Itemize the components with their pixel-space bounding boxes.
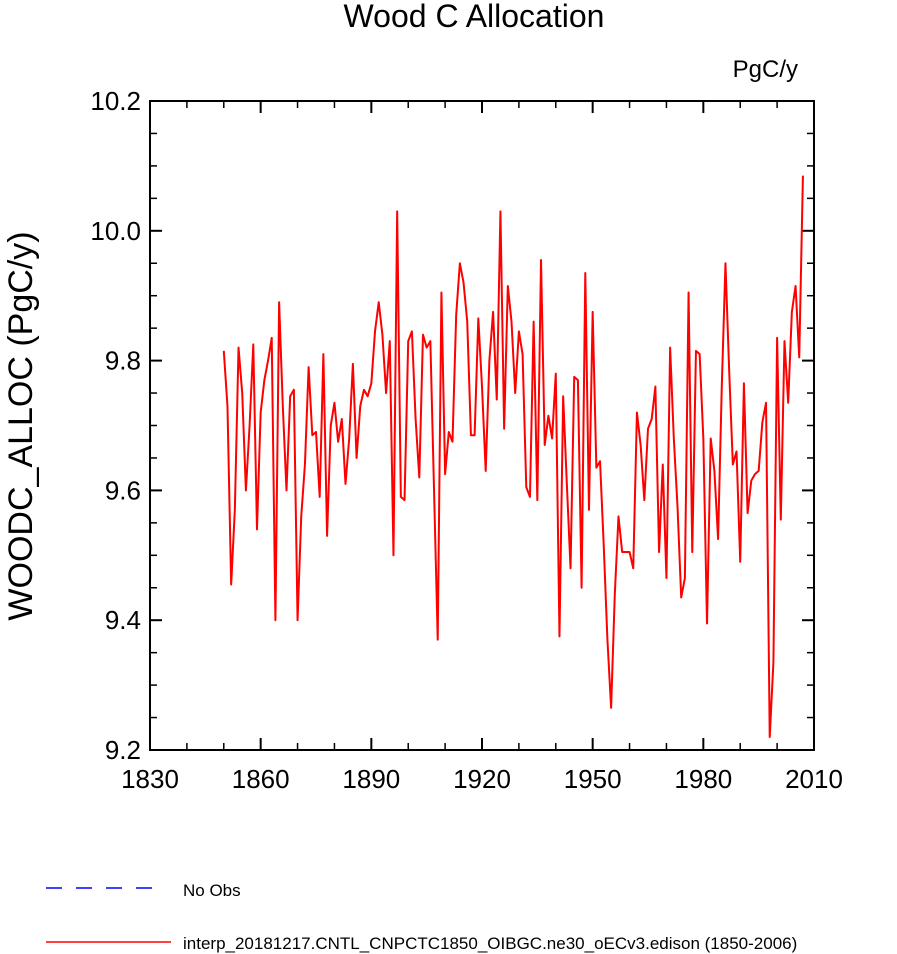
chart-title: Wood C Allocation (344, 0, 605, 34)
x-tick-label: 1950 (564, 764, 622, 794)
minor-ticks (150, 101, 814, 750)
legend: No Obs interp_20181217.CNTL_CNPCTC1850_O… (46, 881, 797, 953)
x-tick-label: 1920 (453, 764, 511, 794)
y-tick-label: 9.2 (105, 735, 141, 765)
major-ticks (149, 100, 815, 751)
units-label: PgC/y (733, 56, 798, 83)
y-tick-labels: 9.2 9.4 9.6 9.8 10.0 10.2 (90, 86, 141, 765)
y-tick-label: 10.2 (90, 86, 141, 116)
x-tick-label: 1860 (232, 764, 290, 794)
legend-label-model: interp_20181217.CNTL_CNPCTC1850_OIBGC.ne… (183, 934, 797, 953)
y-tick-label: 9.8 (105, 346, 141, 376)
x-tick-label: 1830 (121, 764, 179, 794)
y-tick-label: 9.6 (105, 475, 141, 505)
y-tick-label: 9.4 (105, 605, 141, 635)
x-tick-label: 1980 (674, 764, 732, 794)
x-tick-labels: 1830 1860 1890 1920 1950 1980 2010 (121, 764, 843, 794)
x-tick-label: 2010 (785, 764, 843, 794)
y-axis-label: WOODC_ALLOC (PgC/y) (2, 231, 40, 620)
x-tick-label: 1890 (342, 764, 400, 794)
legend-label-no-obs: No Obs (183, 881, 241, 900)
y-tick-label: 10.0 (90, 216, 141, 246)
series-line-woodc-alloc (222, 175, 804, 739)
